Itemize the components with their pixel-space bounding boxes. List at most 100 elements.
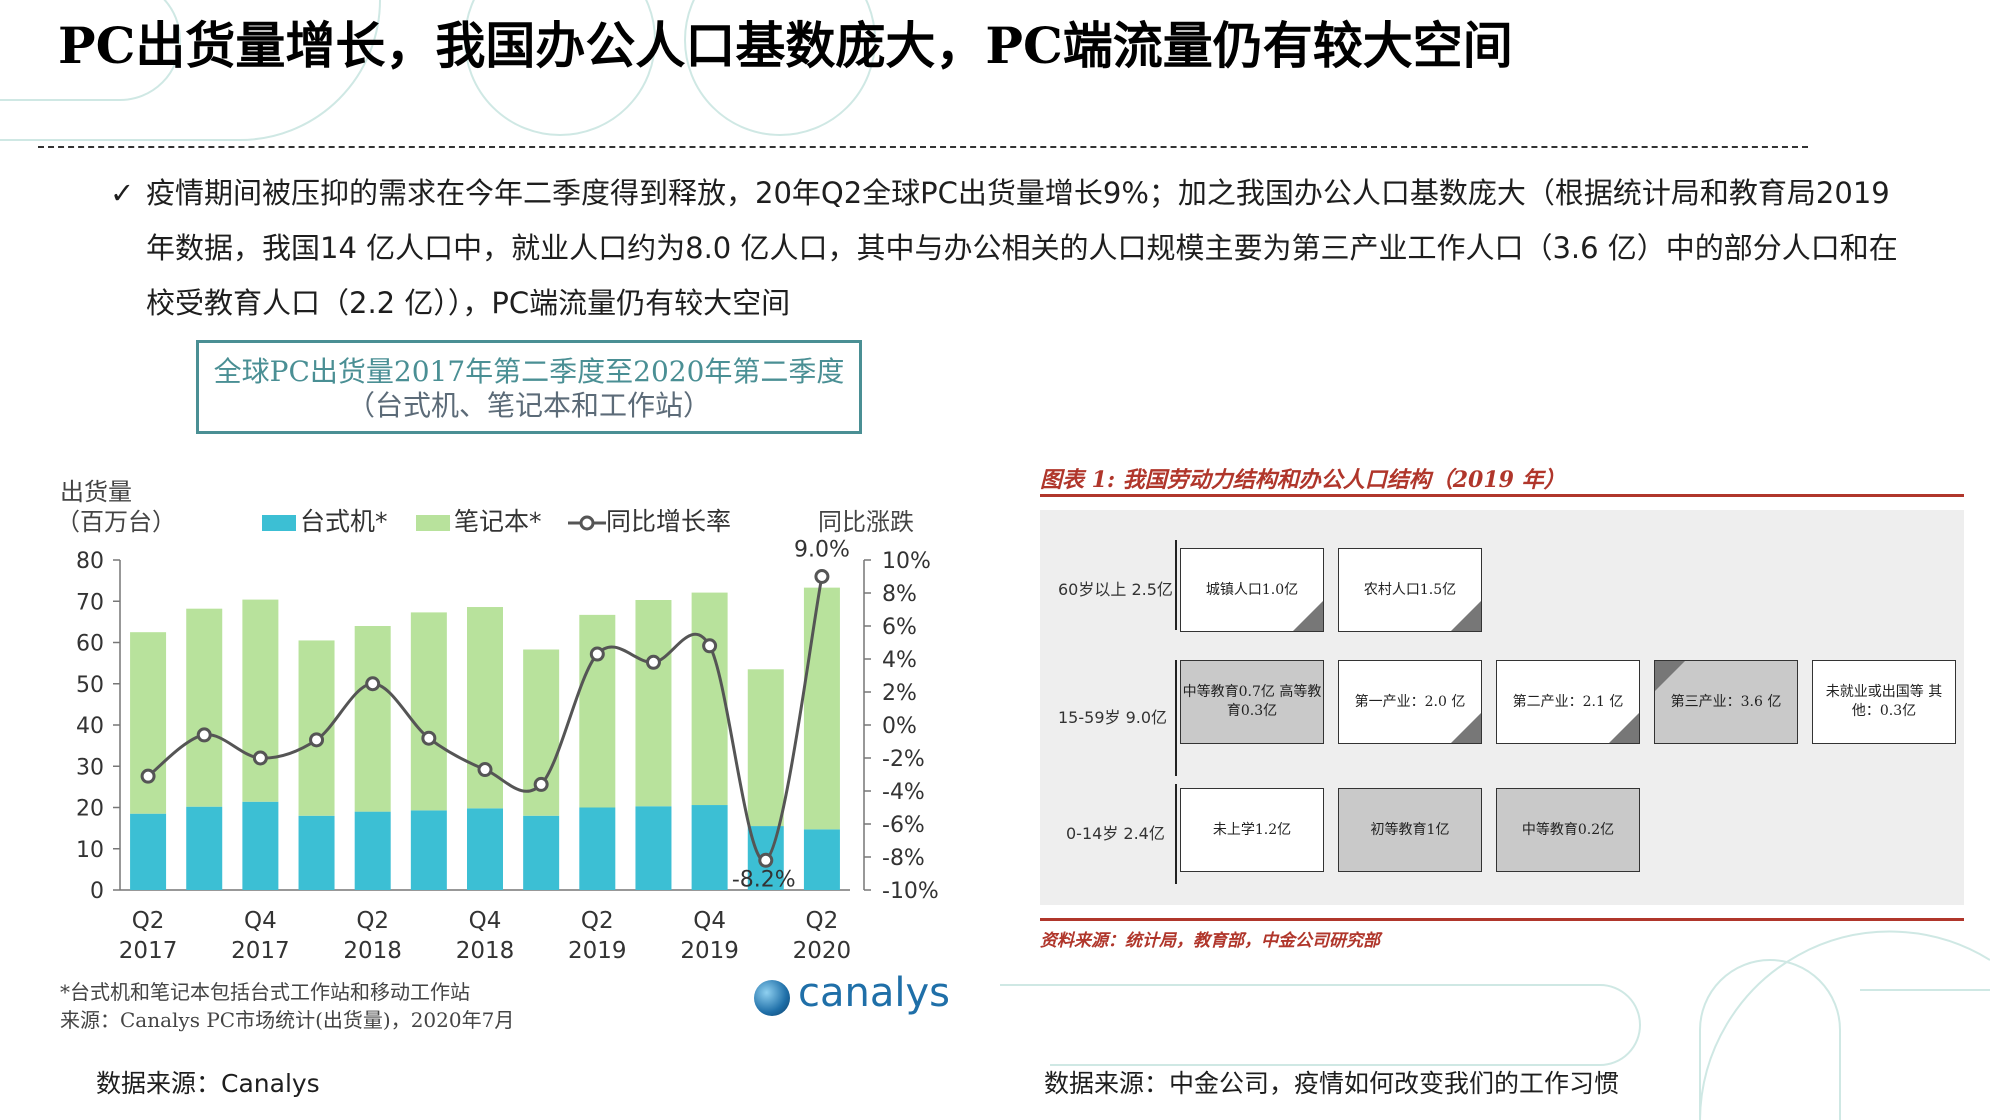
y-tick-label: 50 [76,673,104,698]
y-tick-label: 80 [76,549,104,574]
bar-desktop [410,810,447,890]
fold-corner-icon [1655,661,1685,691]
y-tick-label: 20 [76,797,104,822]
box-primary-industry: 第一产业：2.0 亿 [1338,660,1482,744]
growth-point [645,654,661,670]
shipment-chart: 0 10 20 30 40 50 60 70 80 -10% -8% -6% -4% -2% 0% 2% 4% 6… [76,538,939,965]
annotation-max: 9.0% [794,538,850,563]
y-tick-label: 10 [76,838,104,863]
figure-top-rule [1040,494,1964,497]
growth-point [702,638,718,654]
fold-corner-icon [1451,713,1481,743]
y2-tick-label: -6% [882,813,925,838]
row-label-15to59: 15-59岁 9.0亿 [1058,708,1168,727]
x-tick-year: 2017 [231,938,290,964]
legend-swatch-desktop [262,515,296,531]
bar-notebook [186,608,223,807]
title-divider [38,146,1808,148]
x-tick-label: Q2 [581,908,614,934]
x-tick-label: Q4 [469,908,502,934]
growth-point [589,646,605,662]
x-tick-year: 2019 [680,938,739,964]
chart-subtitle: （台式机、笔记本和工作站） [346,389,711,422]
x-tick-label: Q2 [356,908,389,934]
growth-point [309,732,325,748]
y2-tick-label: -10% [882,879,939,904]
x-tick-label: Q4 [244,908,277,934]
box-rural-60plus: 农村人口1.5亿 [1338,548,1482,632]
bar-desktop [130,813,167,890]
legend-growth: 同比增长率 [568,502,731,538]
canalys-logo: canalys [798,970,950,1016]
y-tick-label: 30 [76,755,104,780]
box-education-15to59: 中等教育0.7亿 高等教育0.3亿 [1180,660,1324,744]
legend-desktop-label: 台式机* [300,507,388,536]
bar-notebook [635,600,672,807]
fold-corner-icon [1609,713,1639,743]
x-tick-year: 2017 [119,938,178,964]
left-source: 数据来源：Canalys [96,1069,320,1098]
row-bracket [1175,660,1177,776]
growth-point [533,776,549,792]
legend-growth-label: 同比增长率 [606,507,732,536]
chart-title: 全球PC出货量2017年第二季度至2020年第二季度 [213,355,845,388]
box-secondary-education-0to14: 中等教育0.2亿 [1496,788,1640,872]
y-tick-label: 40 [76,714,104,739]
box-primary-education: 初等教育1亿 [1338,788,1482,872]
bar-notebook [242,599,279,802]
bar-notebook [691,592,728,806]
growth-point [758,852,774,868]
bar-desktop [298,815,335,890]
y2-tick-label: 10% [882,549,931,574]
page-title: PC出货量增长，我国办公人口基数庞大，PC端流量仍有较大空间 [58,16,1513,75]
growth-point [477,762,493,778]
bar-notebook [579,614,616,808]
bar-desktop [523,815,560,890]
x-tick-label: Q4 [693,908,726,934]
bar-desktop [635,806,672,890]
box-tertiary-industry: 第三产业：3.6 亿 [1654,660,1798,744]
legend-swatch-notebook [416,515,450,531]
bar-desktop [186,806,223,890]
y2-axis-label: 同比涨跌 [818,508,914,536]
bar-notebook [130,632,167,814]
x-tick-year: 2020 [793,938,852,964]
bar-desktop [691,805,728,890]
growth-point [252,750,268,766]
legend-notebook: 笔记本* [416,502,542,538]
y2-tick-label: 8% [882,582,917,607]
bar-desktop [579,807,616,890]
y2-tick-label: -8% [882,846,925,871]
y2-tick-label: 4% [882,648,917,673]
x-tick-year: 2019 [568,938,627,964]
box-not-in-school: 未上学1.2亿 [1180,788,1324,872]
y2-tick-label: -2% [882,747,925,772]
y2-tick-label: 2% [882,681,917,706]
x-tick-year: 2018 [456,938,515,964]
figure-bottom-rule [1040,918,1964,921]
labor-structure-panel: 60岁以上 2.5亿 城镇人口1.0亿 农村人口1.5亿 15-59岁 9.0亿… [1040,510,1964,905]
bar-notebook [747,669,784,827]
row-bracket [1175,784,1177,884]
box-secondary-industry: 第二产业：2.1 亿 [1496,660,1640,744]
figure-title: 图表 1: 我国劳动力结构和办公人口结构（2019 年） [1040,467,1566,493]
x-tick-label: Q2 [132,908,165,934]
bar-desktop [467,808,503,890]
y-tick-label: 70 [76,590,104,615]
bar-desktop [354,811,391,890]
checkmark-icon: ✓ [110,176,135,210]
growth-point [814,569,830,584]
x-tick-label: Q2 [806,908,839,934]
fold-corner-icon [1451,601,1481,631]
row-label-0to14: 0-14岁 2.4亿 [1066,824,1165,843]
row-label-60plus: 60岁以上 2.5亿 [1058,580,1173,599]
y2-tick-label: 0% [882,714,917,739]
bar-desktop [242,801,279,890]
chart-source-note: 来源：Canalys PC市场统计(出货量)，2020年7月 [60,1008,515,1032]
chart-footnote: *台式机和笔记本包括台式工作站和移动工作站 [60,980,470,1004]
bar-notebook [354,626,391,812]
growth-point [196,727,212,743]
right-source: 数据来源：中金公司，疫情如何改变我们的工作习惯 [1044,1069,1620,1098]
y-axis-label: 出货量 [60,478,132,506]
growth-point [365,676,381,692]
